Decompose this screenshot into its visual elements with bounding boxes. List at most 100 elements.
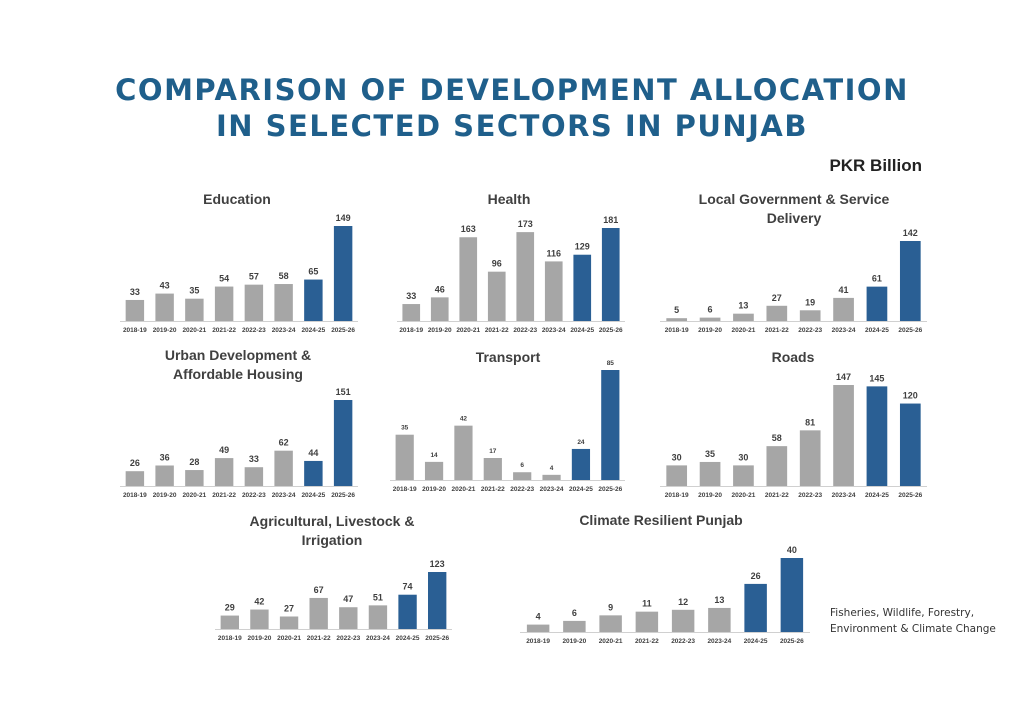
chart-3-value-label: 5	[674, 305, 679, 315]
chart-7-bar	[428, 572, 447, 629]
chart-3-tick-label: 2019-20	[698, 327, 722, 334]
chart-6-value-label: 30	[738, 452, 748, 462]
chart-4-bar	[125, 471, 145, 486]
chart-3-value-label: 41	[839, 285, 849, 295]
chart-2-value-label: 181	[603, 215, 618, 225]
chart-4-bar	[185, 470, 204, 486]
chart-8-value-label: 12	[678, 597, 688, 607]
chart-7-value-label: 29	[225, 603, 235, 613]
chart-3-tick-label: 2021-22	[765, 327, 789, 334]
chart-8-tick-label: 2023-24	[707, 638, 731, 645]
chart-6-bar	[699, 461, 721, 486]
chart-6-value-label: 145	[869, 373, 884, 383]
chart-5-value-label: 4	[550, 465, 554, 472]
chart-6-tick-label: 2020-21	[732, 492, 756, 499]
chart-6-bar	[866, 386, 888, 486]
chart-2-tick-label: 2024-25	[570, 327, 594, 334]
chart-2-bar	[516, 232, 535, 321]
chart-1-value-label: 58	[279, 271, 289, 281]
chart-6-tick-label: 2018-19	[665, 492, 689, 499]
chart-4-bar	[333, 400, 353, 486]
chart-2-bar	[487, 271, 506, 321]
chart-6-tick-label: 2022-23	[798, 492, 822, 499]
chart-7-tick-label: 2022-23	[336, 635, 360, 642]
chart-1-bar	[304, 279, 323, 321]
chart-5-bar	[542, 474, 561, 480]
chart-1-value-label: 35	[189, 286, 199, 296]
chart-8-value-label: 9	[608, 602, 613, 612]
chart-5-value-label: 24	[577, 439, 585, 446]
chart-7-bar	[250, 609, 269, 629]
chart-1-bar	[185, 298, 204, 321]
chart-7-tick-label: 2025-26	[425, 635, 449, 642]
chart-4-value-label: 33	[249, 454, 259, 464]
chart-6-value-label: 30	[672, 452, 682, 462]
chart-3-title-line-2: Delivery	[767, 210, 822, 226]
chart-6-bar	[899, 403, 921, 486]
chart-3-tick-label: 2025-26	[898, 327, 922, 334]
page-title-line-2: IN SELECTED SECTORS IN PUNJAB	[216, 109, 808, 143]
chart-2-value-label: 163	[461, 224, 476, 234]
chart-5-bar	[454, 425, 473, 480]
chart-4-bar	[155, 465, 174, 486]
chart-5-bar	[483, 458, 502, 480]
chart-2-tick-label: 2025-26	[599, 327, 623, 334]
chart-8-bar	[526, 624, 550, 632]
chart-5-value-label: 17	[489, 448, 497, 455]
chart-7-tick-label: 2020-21	[277, 635, 301, 642]
chart-8-bar	[744, 583, 767, 632]
chart-4-value-label: 49	[219, 445, 229, 455]
chart-6-bar	[733, 465, 754, 486]
chart-6-tick-label: 2021-22	[765, 492, 789, 499]
chart-1-bar	[244, 284, 264, 321]
chart-4-value-label: 36	[160, 452, 170, 462]
chart-4-tick-label: 2019-20	[153, 492, 177, 499]
chart-8-bar	[780, 558, 804, 632]
chart-5-title: Transport	[476, 349, 541, 365]
chart-1-bar	[155, 293, 174, 321]
chart-8-bar	[635, 611, 659, 632]
chart-5-bar	[424, 461, 444, 480]
chart-3-tick-label: 2024-25	[865, 327, 889, 334]
chart-1-bar	[333, 226, 353, 321]
chart-2-value-label: 129	[575, 242, 590, 252]
chart-3-bar	[799, 310, 821, 321]
chart-8-bar	[563, 620, 586, 632]
chart-8-tick-label: 2022-23	[671, 638, 695, 645]
chart-2-value-label: 116	[546, 248, 561, 258]
chart-1-tick-label: 2019-20	[153, 327, 177, 334]
chart-8-tick-label: 2018-19	[526, 638, 550, 645]
chart-6-tick-label: 2019-20	[698, 492, 722, 499]
chart-6-value-label: 35	[705, 449, 715, 459]
chart-6-value-label: 58	[772, 433, 782, 443]
chart-1-tick-label: 2021-22	[212, 327, 236, 334]
chart-8-value-label: 26	[751, 571, 761, 581]
chart-7-bar	[339, 607, 358, 629]
chart-7-value-label: 47	[343, 594, 353, 604]
chart-7-value-label: 27	[284, 603, 294, 613]
chart-6-bar	[666, 465, 688, 486]
chart-5-tick-label: 2020-21	[452, 486, 476, 493]
chart-4-title-line-1: Urban Development &	[165, 347, 311, 363]
chart-3-title-line-1: Local Government & Service	[699, 191, 890, 207]
chart-3-value-label: 6	[708, 305, 713, 315]
chart-7-value-label: 51	[373, 592, 383, 602]
chart-1-value-label: 43	[160, 281, 170, 291]
chart-2-tick-label: 2020-21	[456, 327, 480, 334]
chart-1-value-label: 57	[249, 272, 259, 282]
chart-3-value-label: 13	[738, 301, 748, 311]
chart-4-title-line-2: Affordable Housing	[173, 366, 303, 382]
chart-5-bar	[395, 434, 414, 480]
chart-5-value-label: 35	[401, 425, 409, 432]
chart-1-tick-label: 2025-26	[331, 327, 355, 334]
chart-7-tick-label: 2023-24	[366, 635, 390, 642]
chart-5-tick-label: 2021-22	[481, 486, 505, 493]
chart-8-value-label: 4	[536, 612, 541, 622]
chart-8-bar	[599, 615, 622, 632]
chart-8-value-label: 13	[714, 595, 724, 605]
chart-3-tick-label: 2022-23	[798, 327, 822, 334]
chart-6-tick-label: 2024-25	[865, 492, 889, 499]
chart-1-value-label: 149	[336, 213, 351, 223]
chart-7-bar	[279, 616, 299, 629]
